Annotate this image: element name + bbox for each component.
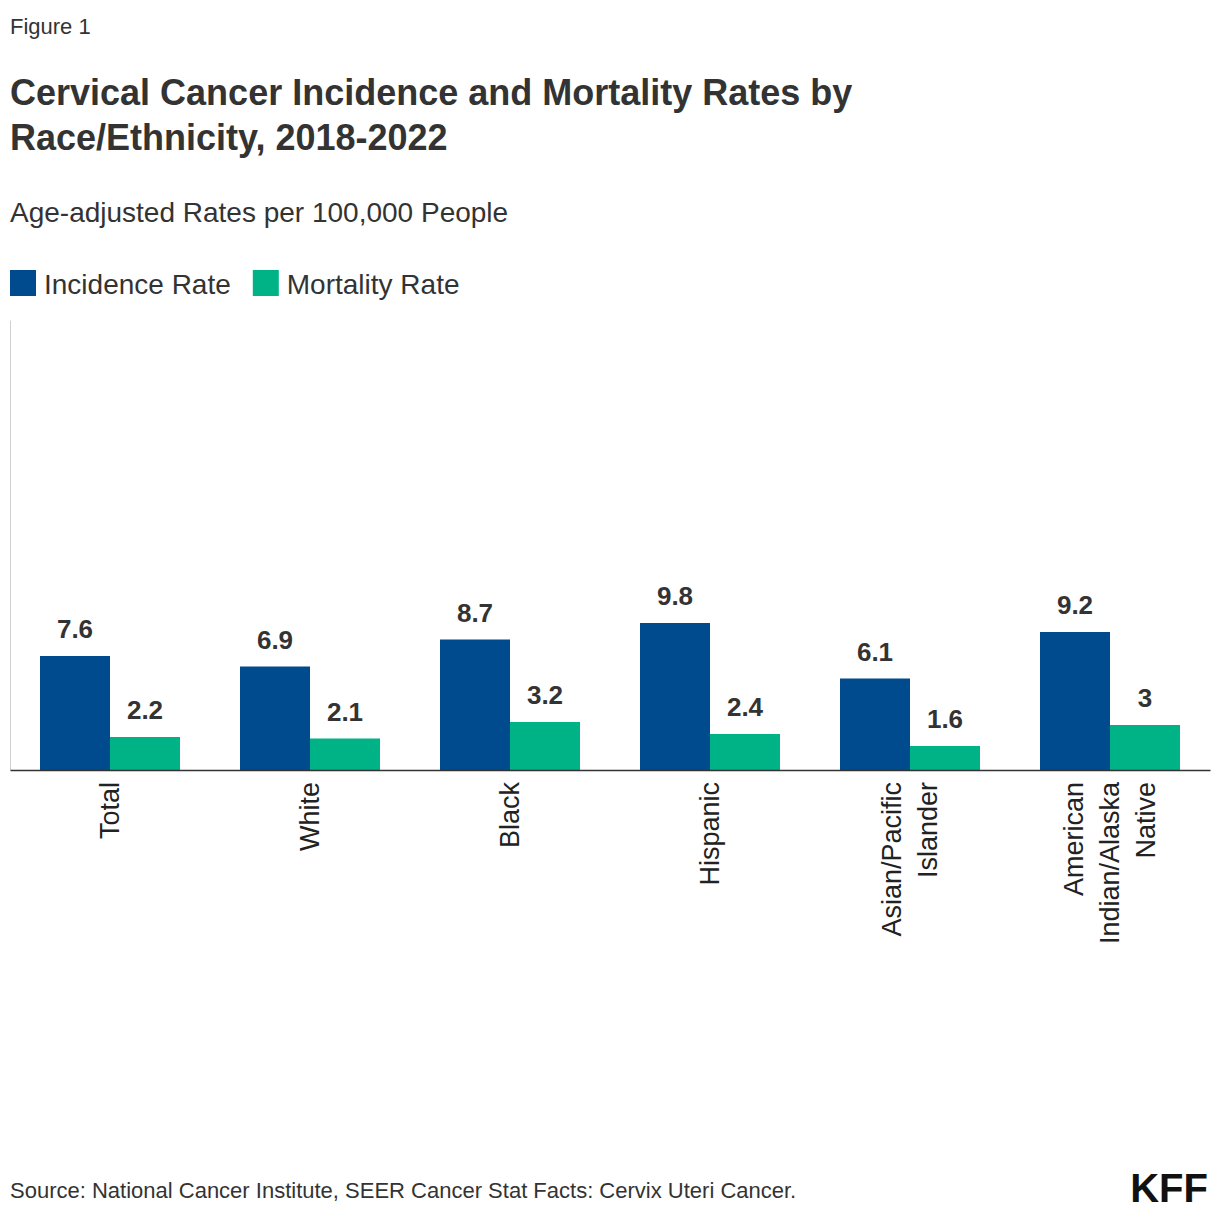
x-tick: Asian/PacificIslander xyxy=(877,782,943,937)
data-label: 7.6 xyxy=(57,614,93,644)
bar xyxy=(240,667,310,771)
x-tick: White xyxy=(295,782,325,851)
legend: Incidence Rate Mortality Rate xyxy=(10,269,460,300)
bar xyxy=(310,739,380,771)
data-label: 3 xyxy=(1138,683,1152,713)
x-tick-label-line: Native xyxy=(1131,782,1161,859)
title-line: Cervical Cancer Incidence and Mortality … xyxy=(10,72,852,113)
x-tick-label: Black xyxy=(495,782,525,849)
data-label: 6.1 xyxy=(857,637,893,667)
data-labels: 7.6 6.9 8.7 9.8 6.1 9.2 2.2 2.1 3.2 2.4 1.6 3 xyxy=(57,581,1152,734)
x-tick: Hispanic xyxy=(695,782,725,886)
x-tick-label: Asian/PacificIslander xyxy=(877,782,943,937)
x-tick-label: Total xyxy=(95,782,125,839)
x-tick: Total xyxy=(95,782,125,839)
x-tick-label-line: Islander xyxy=(913,782,943,878)
bar xyxy=(840,679,910,771)
legend-swatch xyxy=(253,270,279,296)
bar xyxy=(640,623,710,770)
data-label: 2.4 xyxy=(727,692,764,722)
data-label: 6.9 xyxy=(257,625,293,655)
x-tick-label-line: White xyxy=(295,782,325,851)
legend-label: Mortality Rate xyxy=(287,269,460,300)
x-tick: AmericanIndian/AlaskaNative xyxy=(1059,781,1161,944)
logo: KFF xyxy=(1130,1166,1208,1210)
x-tick: Black xyxy=(495,782,525,849)
x-tick-label: Hispanic xyxy=(695,782,725,886)
x-axis: Total White Black Hispanic Asian/PacificIsla… xyxy=(11,771,1211,945)
x-tick-label-line: Black xyxy=(495,782,525,849)
x-tick-label: White xyxy=(295,782,325,851)
figure-label: Figure 1 xyxy=(10,14,91,39)
y-axis xyxy=(10,321,11,771)
bar xyxy=(910,746,980,770)
x-tick-label-line: Hispanic xyxy=(695,782,725,886)
x-tick-label-line: Asian/Pacific xyxy=(877,782,907,937)
bar xyxy=(440,640,510,771)
x-tick-label: AmericanIndian/AlaskaNative xyxy=(1059,781,1161,944)
x-tick-label-line: Indian/Alaska xyxy=(1095,781,1125,944)
bar xyxy=(110,737,180,770)
x-tick-label-line: American xyxy=(1059,782,1089,896)
title: Cervical Cancer Incidence and Mortality … xyxy=(10,72,852,158)
bar xyxy=(40,656,110,770)
legend-swatch xyxy=(10,270,36,296)
data-label: 1.6 xyxy=(927,704,963,734)
subtitle: Age-adjusted Rates per 100,000 People xyxy=(10,197,508,228)
title-line: Race/Ethnicity, 2018-2022 xyxy=(10,117,448,158)
data-label: 8.7 xyxy=(457,598,493,628)
bar xyxy=(710,734,780,770)
bar xyxy=(1040,632,1110,770)
x-axis-line xyxy=(11,770,1211,772)
legend-label: Incidence Rate xyxy=(44,269,231,300)
data-label: 3.2 xyxy=(527,680,563,710)
data-label: 9.2 xyxy=(1057,590,1093,620)
bar xyxy=(1110,725,1180,770)
data-label: 2.1 xyxy=(327,697,363,727)
y-axis-line xyxy=(10,321,11,771)
data-label: 9.8 xyxy=(657,581,693,611)
source: Source: National Cancer Institute, SEER … xyxy=(10,1178,796,1203)
bars xyxy=(40,623,1180,770)
bar xyxy=(510,722,580,770)
x-tick-label-line: Total xyxy=(95,782,125,839)
chart: Figure 1 Cervical Cancer Incidence and Mo… xyxy=(0,0,1220,1218)
data-label: 2.2 xyxy=(127,695,163,725)
